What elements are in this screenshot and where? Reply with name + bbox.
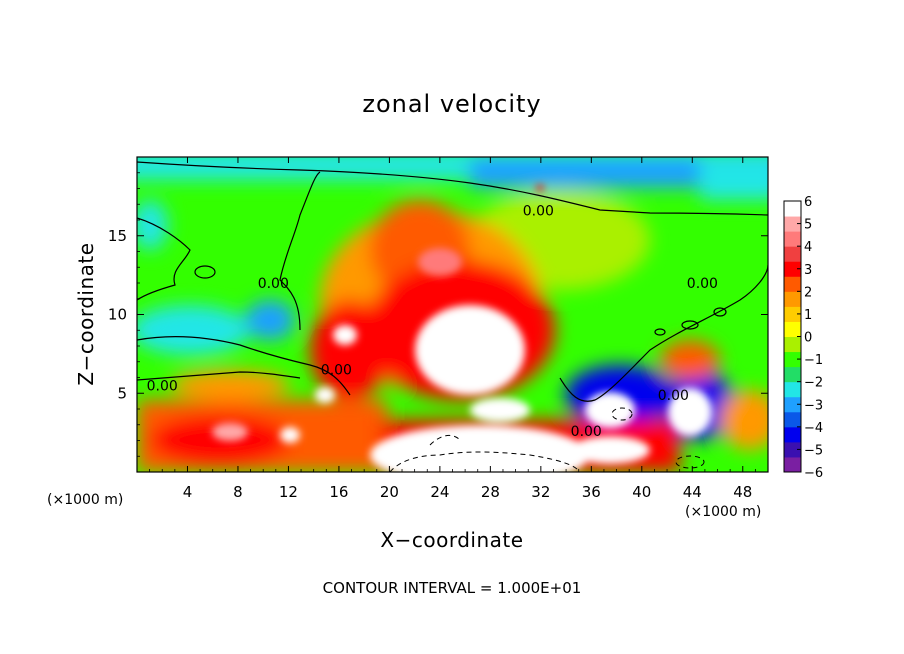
y-tick-label: 15 bbox=[108, 227, 127, 245]
colorbar-tick-label: −5 bbox=[804, 443, 823, 458]
contour-lines bbox=[137, 161, 768, 402]
contour-label: 0.00 bbox=[658, 388, 689, 404]
colorbar: 6 5 4 3 2 1 0 −1 −2 −3 −4 −5 −6 bbox=[783, 195, 823, 481]
colorbar-tick-label: −1 bbox=[804, 353, 823, 368]
colorbar-segment bbox=[784, 246, 801, 262]
colorbar-tick-label: 6 bbox=[804, 195, 812, 210]
colorbar-tick-label: 4 bbox=[804, 240, 812, 255]
contour-interval-note: CONTOUR INTERVAL = 1.000E+01 bbox=[323, 579, 582, 597]
colorbar-tick-label: 2 bbox=[804, 285, 812, 300]
contour-label: 0.00 bbox=[571, 424, 602, 440]
colorbar-segment bbox=[784, 291, 801, 307]
colorbar-tick-label: −4 bbox=[804, 421, 823, 436]
colorbar-segment bbox=[784, 351, 801, 368]
contour-label: 0.00 bbox=[523, 204, 554, 220]
colorbar-segment bbox=[784, 276, 801, 292]
x-tick-label: 20 bbox=[380, 483, 399, 501]
x-tick-label: 32 bbox=[531, 483, 550, 501]
colorbar-segment bbox=[784, 216, 801, 232]
x-axis-label: X−coordinate bbox=[380, 528, 523, 552]
colorbar-segment bbox=[784, 306, 801, 322]
colorbar-tick-label: −6 bbox=[804, 466, 823, 481]
x-tick-label: 8 bbox=[233, 483, 243, 501]
chart-title: zonal velocity bbox=[362, 90, 541, 118]
colorbar-tick-label: 0 bbox=[804, 331, 812, 346]
negative-contours bbox=[389, 407, 705, 472]
colorbar-segment bbox=[784, 366, 801, 383]
x-tick-label: 44 bbox=[683, 483, 702, 501]
colorbar-segment bbox=[784, 426, 801, 443]
x-tick-label: 16 bbox=[329, 483, 348, 501]
colorbar-segment bbox=[784, 231, 801, 247]
x-tick-label: 48 bbox=[733, 483, 752, 501]
x-tick-label: 40 bbox=[632, 483, 651, 501]
heatmap-field bbox=[137, 157, 768, 472]
contour-label: 0.00 bbox=[687, 276, 718, 292]
x-tick-label: 4 bbox=[183, 483, 193, 501]
colorbar-tick-label: 1 bbox=[804, 308, 812, 323]
x-tick-label: 24 bbox=[430, 483, 449, 501]
contour-label: 0.00 bbox=[258, 276, 289, 292]
y-tick-label: 5 bbox=[117, 384, 127, 402]
colorbar-segment bbox=[784, 381, 801, 398]
contour-label: 0.00 bbox=[321, 363, 352, 379]
y-axis-label: Z−coordinate bbox=[74, 242, 98, 385]
x-tick-label: 36 bbox=[582, 483, 601, 501]
colorbar-segment bbox=[784, 456, 801, 473]
colorbar-segment bbox=[784, 321, 801, 337]
contour-labels: 0.00 0.00 0.00 0.00 0.00 0.00 0.00 bbox=[147, 204, 718, 440]
colorbar-segment bbox=[784, 201, 801, 217]
colorbar-tick-label: −3 bbox=[804, 398, 823, 413]
x-tick-label: 28 bbox=[481, 483, 500, 501]
colorbar-segment bbox=[784, 261, 801, 277]
colorbar-tick-label: 5 bbox=[804, 218, 812, 233]
colorbar-segment bbox=[784, 336, 801, 353]
colorbar-segment bbox=[784, 396, 801, 413]
colorbar-segment bbox=[784, 441, 801, 458]
x-unit-right: (×1000 m) bbox=[685, 504, 761, 520]
y-tick-label: 10 bbox=[108, 306, 127, 324]
colorbar-segment bbox=[784, 411, 801, 428]
y-axis-ticks: 5 10 15 bbox=[108, 172, 768, 457]
colorbar-tick-label: 3 bbox=[804, 263, 812, 278]
x-axis-ticks: 4 8 12 16 20 24 28 32 36 40 44 48 bbox=[149, 157, 756, 501]
x-tick-label: 12 bbox=[279, 483, 298, 501]
colorbar-tick-label: −2 bbox=[804, 376, 823, 391]
contour-label: 0.00 bbox=[147, 378, 178, 394]
x-unit-left: (×1000 m) bbox=[47, 492, 123, 508]
